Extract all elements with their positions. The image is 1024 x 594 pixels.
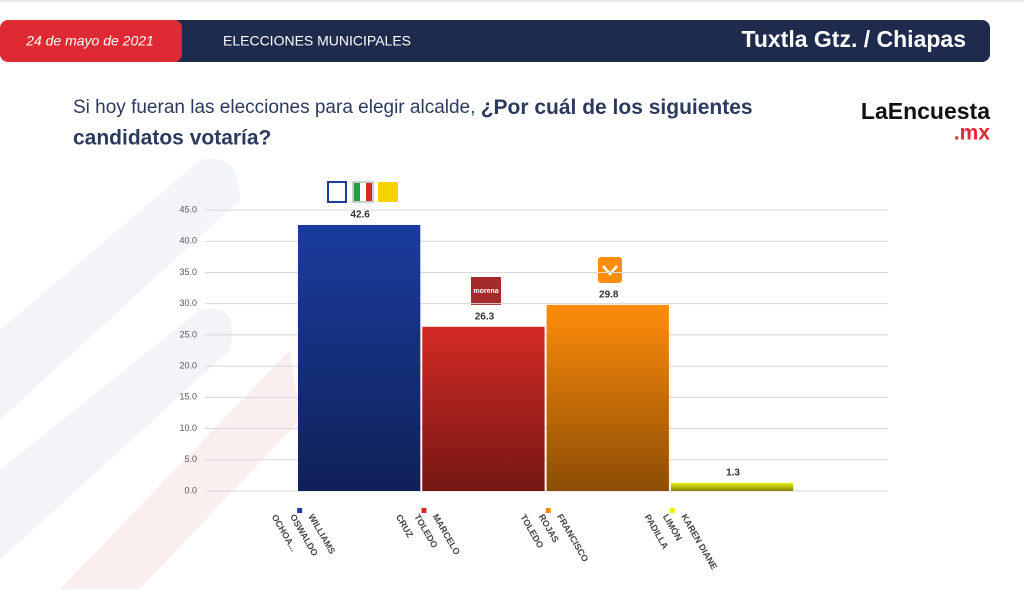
background-decor <box>0 158 300 589</box>
bar <box>422 326 545 491</box>
value-label: 42.6 <box>350 210 370 221</box>
legend-swatch <box>297 508 303 513</box>
x-tick-label: WILLIAMSOSWALDOOCHOA... <box>270 512 338 557</box>
value-label: 1.3 <box>726 468 740 479</box>
y-tick-label: 25.0 <box>179 329 197 339</box>
x-tick-label-line: KAREN DIANE <box>679 512 719 571</box>
section-title: ELECCIONES MUNICIPALES <box>223 33 411 49</box>
y-tick-label: 30.0 <box>179 298 197 308</box>
y-tick-label: 45.0 <box>179 204 197 214</box>
y-tick-label: 35.0 <box>179 267 197 277</box>
party-logos-coalition <box>327 181 398 203</box>
value-label: 26.3 <box>475 311 495 322</box>
legend-swatch <box>421 508 427 513</box>
header-bar <box>170 20 990 62</box>
party-logo-mc <box>598 257 622 283</box>
y-tick-label: 15.0 <box>179 392 197 402</box>
x-tick-label-line: MARCELO <box>431 512 462 556</box>
party-logo-morena: morena <box>471 277 501 305</box>
y-tick-label: 20.0 <box>179 360 197 370</box>
brand-name: LaEncuesta <box>861 98 990 124</box>
place: Tuxtla Gtz. / Chiapas <box>742 26 967 52</box>
brand-suffix: .mx <box>954 122 991 145</box>
bar <box>670 482 794 491</box>
question-line2: candidatos votaría? <box>73 127 271 150</box>
question: Si hoy fueran las elecciones para elegir… <box>73 96 753 119</box>
question-bold: ¿Por cuál de los siguientes <box>481 96 753 119</box>
y-tick-label: 5.0 <box>184 454 197 464</box>
value-label: 29.8 <box>599 290 619 301</box>
bar <box>546 304 669 491</box>
y-tick-label: 40.0 <box>179 236 197 246</box>
legend-swatch <box>545 508 551 513</box>
y-tick-label: 10.0 <box>179 423 197 433</box>
date-box <box>0 20 182 62</box>
morena-label: morena <box>473 288 498 295</box>
date: 24 de mayo de 2021 <box>25 33 154 49</box>
y-tick-label: 0.0 <box>184 485 197 495</box>
question-normal: Si hoy fueran las elecciones para elegir… <box>73 97 481 118</box>
bar <box>298 224 421 491</box>
legend-swatch <box>670 508 676 513</box>
